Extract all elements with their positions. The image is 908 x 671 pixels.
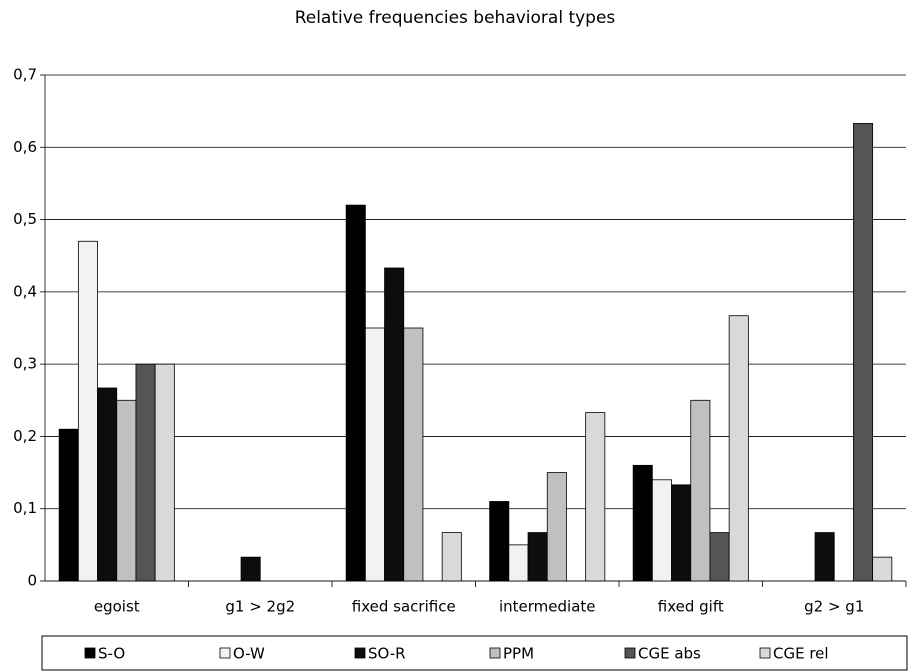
bar: [441, 532, 462, 582]
bar: [728, 315, 749, 582]
x-tick-label: intermediate: [499, 598, 596, 616]
y-tick-label: 0,7: [13, 66, 37, 84]
x-tick-label: fixed sacrifice: [352, 598, 456, 616]
legend-swatch: [624, 647, 636, 659]
x-tick-label: g1 > 2g2: [225, 598, 295, 616]
x-tick-label: fixed gift: [658, 598, 724, 616]
bar: [384, 267, 405, 582]
legend-label: PPM: [503, 645, 534, 663]
legend-box: [41, 635, 908, 671]
bar: [872, 556, 893, 582]
y-tick-label: 0: [27, 572, 37, 590]
legend-label: S-O: [98, 645, 125, 663]
bar: [585, 412, 606, 582]
y-tick-label: 0,6: [13, 138, 37, 156]
bar: [651, 479, 672, 582]
legend-label: O-W: [233, 645, 265, 663]
legend-swatch: [759, 647, 771, 659]
x-tick-label: egoist: [94, 598, 140, 616]
bar: [690, 399, 711, 582]
y-tick-label: 0,5: [13, 210, 37, 228]
bar: [671, 484, 692, 582]
bar: [97, 387, 118, 582]
bar: [154, 363, 175, 582]
y-tick-label: 0,1: [13, 499, 37, 517]
bar: [403, 327, 424, 582]
legend-label: CGE abs: [638, 645, 701, 663]
legend-swatch: [489, 647, 501, 659]
bar: [58, 428, 79, 582]
chart-title: Relative frequencies behavioral types: [295, 8, 616, 28]
bar: [240, 556, 261, 582]
bar: [508, 544, 529, 582]
bar: [546, 472, 567, 582]
bar: [527, 532, 548, 582]
y-tick-label: 0,4: [13, 282, 37, 300]
legend-swatch: [354, 647, 366, 659]
bar: [345, 204, 366, 582]
y-tick-label: 0,3: [13, 355, 37, 373]
bar: [116, 399, 137, 582]
bar: [853, 123, 874, 582]
bar: [814, 532, 835, 582]
bar: [77, 240, 98, 582]
bar: [364, 327, 385, 582]
bar: [709, 532, 730, 582]
legend-label: SO-R: [368, 645, 406, 663]
legend-swatch: [84, 647, 96, 659]
x-tick-label: g2 > g1: [804, 598, 864, 616]
y-tick-label: 0,2: [13, 427, 37, 445]
bar: [489, 501, 510, 582]
bar: [632, 464, 653, 582]
legend-label: CGE rel: [773, 645, 829, 663]
legend-swatch: [219, 647, 231, 659]
bar: [135, 363, 156, 582]
